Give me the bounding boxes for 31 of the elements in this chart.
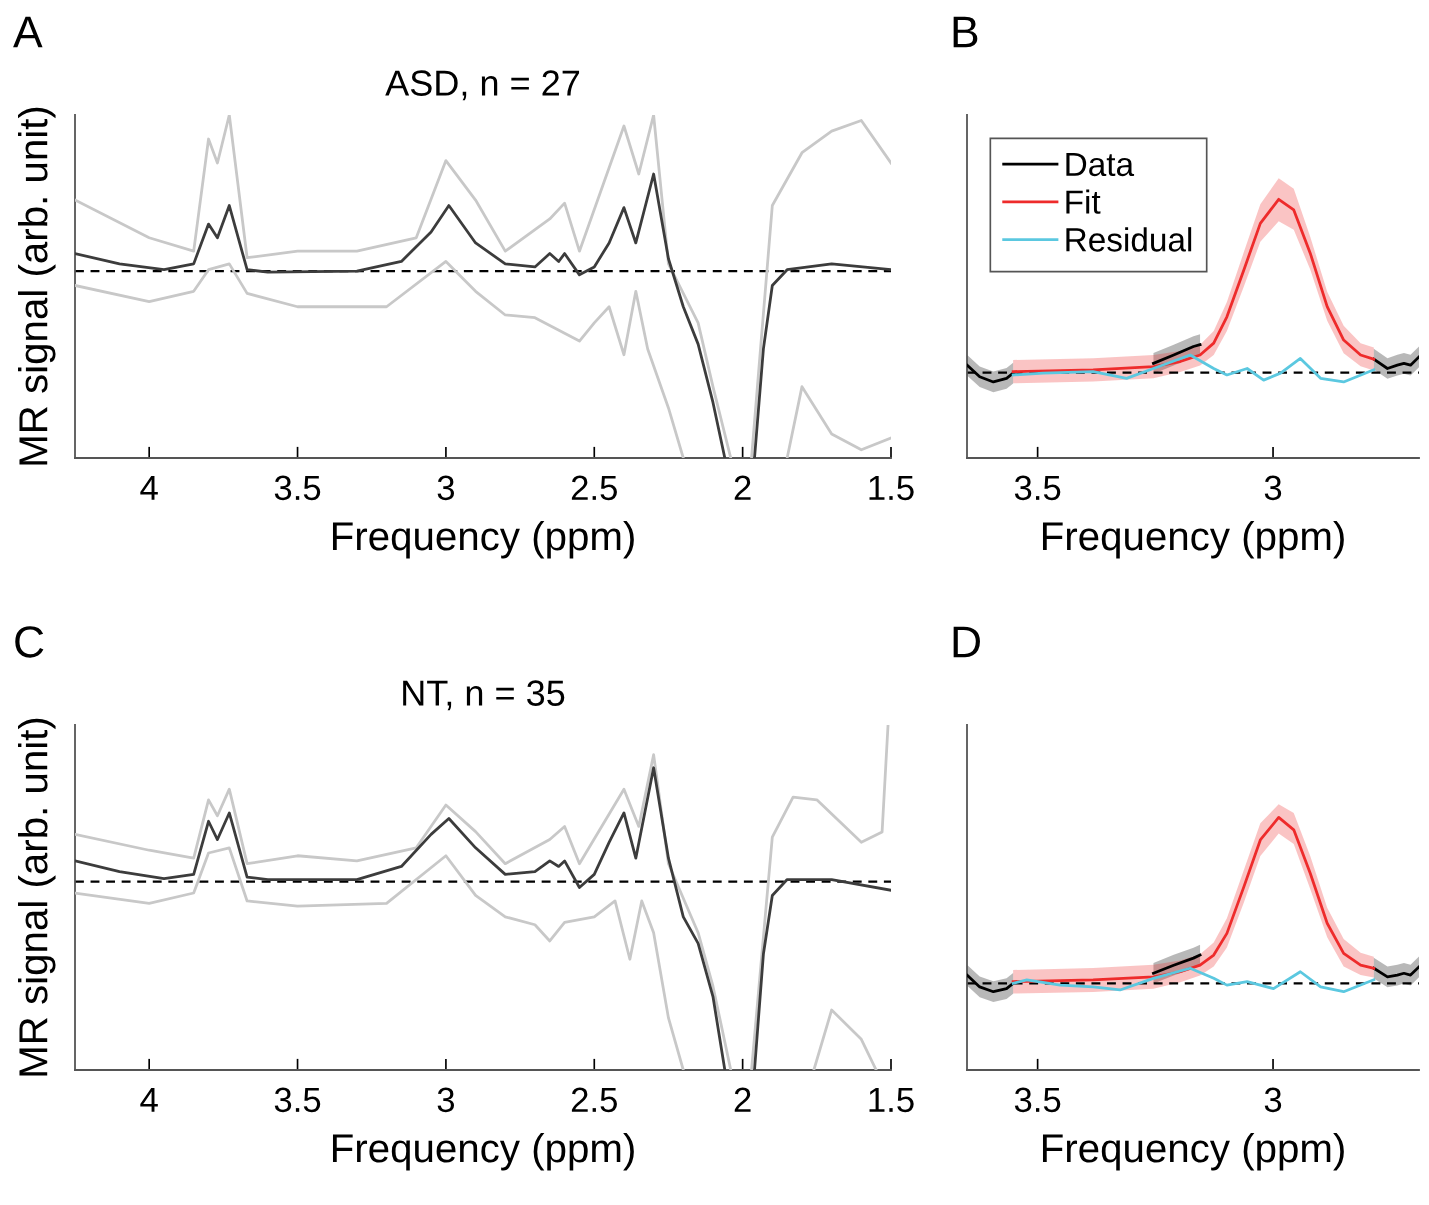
legend-label: Fit — [1066, 189, 1101, 214]
x-tick-label: 4 — [140, 475, 158, 500]
x-tick-label: 1.5 — [869, 475, 914, 501]
legend-label: Residual — [1066, 227, 1192, 252]
legend-label: Data — [1066, 152, 1135, 177]
x-tick-label: 3 — [437, 475, 455, 501]
text: B — [953, 16, 978, 48]
x-tick-label: 3.5 — [1014, 1087, 1061, 1113]
x-tick-label: 3 — [437, 1087, 455, 1113]
chart-title: NT, n = 35 — [403, 680, 565, 711]
x-tick-label: 2.5 — [571, 475, 617, 501]
x-tick-label: 4 — [140, 1087, 158, 1112]
x-tick-label: 3.5 — [274, 475, 321, 501]
x-tick-label: 2 — [734, 475, 751, 500]
x-tick-label: 3 — [1264, 1087, 1282, 1113]
text: A — [13, 16, 43, 48]
chart-title: ASD, n = 27 — [385, 70, 580, 101]
y-axis-title: MR signal (arb. unit) — [18, 107, 56, 465]
x-tick-label: 3.5 — [274, 1087, 321, 1113]
x-tick-label: 1.5 — [869, 1087, 914, 1113]
text: C — [15, 626, 44, 658]
x-axis-title: Frequency (ppm) — [1042, 1132, 1344, 1171]
x-axis-title: Frequency (ppm) — [332, 520, 634, 559]
x-axis-title: Frequency (ppm) — [332, 1132, 634, 1171]
x-tick-label: 2.5 — [571, 1087, 617, 1113]
text: D — [953, 626, 980, 658]
x-tick-label: 3 — [1264, 475, 1282, 501]
x-axis-title: Frequency (ppm) — [1042, 520, 1344, 559]
x-tick-label: 2 — [734, 1087, 751, 1112]
x-tick-label: 3.5 — [1014, 475, 1061, 501]
y-axis-title: MR signal (arb. unit) — [18, 718, 56, 1076]
